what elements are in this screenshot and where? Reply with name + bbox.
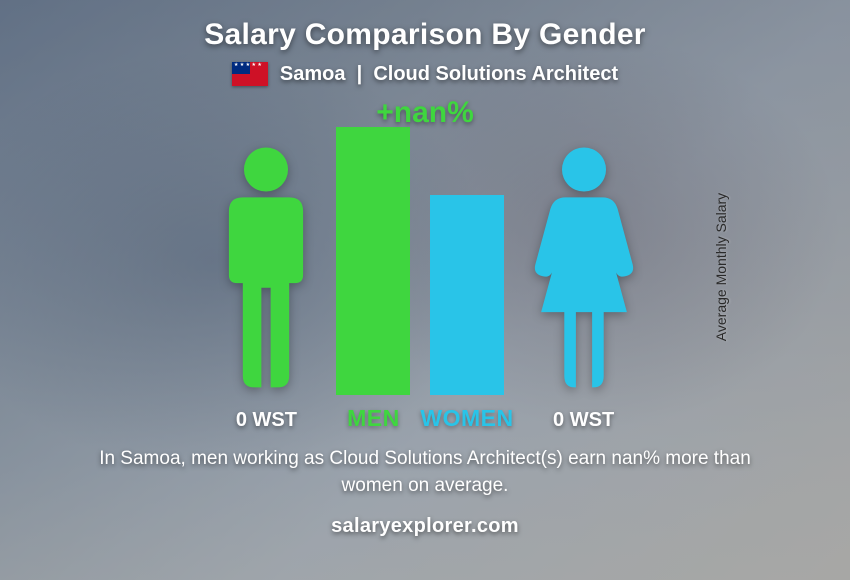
women-label: WOMEN: [420, 405, 513, 432]
gender-bar-chart: +nan% 0 WST MEN WOMEN: [115, 102, 735, 432]
male-icon: [206, 144, 326, 399]
page-title: Salary Comparison By Gender: [204, 18, 646, 52]
women-bar-column: WOMEN: [420, 127, 513, 432]
women-bar-wrap: [430, 127, 504, 395]
separator: |: [357, 63, 363, 85]
female-column: 0 WST: [524, 131, 644, 432]
male-icon-wrap: [206, 131, 326, 399]
male-column: 0 WST: [206, 131, 326, 432]
men-bar-wrap: [336, 127, 410, 395]
sub-heading: ★ ★ ★ ★ ★ Samoa | Cloud Solutions Archit…: [232, 62, 618, 86]
country-name: Samoa: [280, 63, 346, 85]
female-icon-wrap: [524, 131, 644, 399]
flag-stars: ★ ★ ★ ★ ★: [234, 63, 262, 67]
percentage-delta-label: +nan%: [376, 96, 474, 130]
men-label: MEN: [347, 405, 400, 432]
source-attribution: salaryexplorer.com: [331, 515, 519, 538]
y-axis-label: Average Monthly Salary: [713, 193, 729, 341]
summary-caption: In Samoa, men working as Cloud Solutions…: [75, 446, 775, 499]
samoa-flag-icon: ★ ★ ★ ★ ★: [232, 62, 268, 86]
men-bar: [336, 127, 410, 395]
sub-heading-text: Samoa | Cloud Solutions Architect: [280, 63, 618, 86]
male-value: 0 WST: [236, 409, 297, 432]
infographic-container: Salary Comparison By Gender ★ ★ ★ ★ ★ Sa…: [0, 0, 850, 580]
men-bar-column: MEN: [336, 127, 410, 432]
female-icon: [524, 144, 644, 399]
women-bar: [430, 195, 504, 395]
job-role: Cloud Solutions Architect: [373, 63, 618, 85]
female-value: 0 WST: [553, 409, 614, 432]
